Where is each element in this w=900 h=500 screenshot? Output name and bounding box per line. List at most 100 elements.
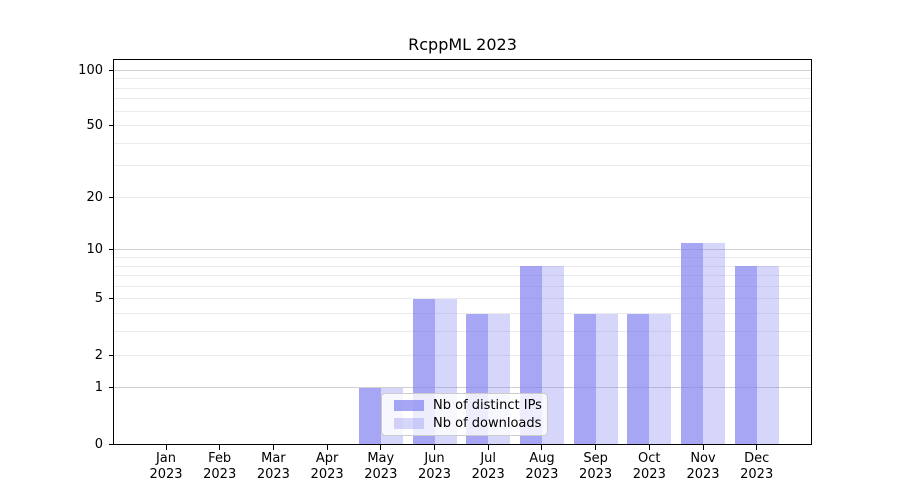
x-tick-label-may-2023: May 2023 [351, 451, 411, 483]
x-tick-month: Jun [424, 451, 445, 466]
x-tick-label-nov-2023: Nov 2023 [673, 451, 733, 483]
x-tick-year: 2023 [310, 467, 344, 482]
gridline-minor-30 [114, 165, 811, 167]
x-tick-label-dec-2023: Dec 2023 [727, 451, 787, 483]
legend: Nb of distinct IPs Nb of downloads [381, 393, 548, 436]
gridline-minor-80 [114, 87, 811, 89]
gridline-minor-50 [114, 125, 811, 127]
x-tick-month: Mar [261, 451, 286, 466]
bar-nb-of-downloads-sep-2023 [595, 313, 618, 444]
x-tick-month: May [367, 451, 395, 466]
y-tick-label-0: 0 [94, 436, 103, 452]
x-tick-apr [326, 445, 328, 450]
x-tick-month: Aug [529, 451, 555, 466]
x-tick-month: Sep [583, 451, 608, 466]
x-tick-month: Dec [744, 451, 770, 466]
x-tick-jun [434, 445, 435, 450]
bar-nb-of-distinct-ips-dec-2023 [734, 266, 757, 444]
x-tick-label-feb-2023: Feb 2023 [190, 451, 250, 483]
x-tick-year: 2023 [149, 467, 183, 482]
x-tick-label-jun-2023: Jun 2023 [405, 451, 465, 483]
x-tick-may [380, 445, 382, 450]
x-tick-nov [702, 445, 704, 450]
bar-nb-of-distinct-ips-may-2023 [358, 387, 381, 444]
y-tick-5 [109, 298, 114, 300]
gridline-minor-2 [114, 354, 811, 356]
x-tick-year: 2023 [203, 467, 237, 482]
gridline-minor-90 [114, 78, 811, 80]
x-tick-label-mar-2023: Mar 2023 [243, 451, 303, 483]
legend-swatch-nb-of-distinct-ips [394, 399, 424, 411]
gridline-minor-70 [114, 98, 811, 100]
y-tick-50 [109, 125, 114, 127]
bar-nb-of-downloads-oct-2023 [649, 313, 672, 444]
y-tick-label-50: 50 [86, 118, 103, 134]
bar-nb-of-downloads-dec-2023 [756, 266, 779, 444]
x-tick-month: Apr [315, 451, 339, 466]
legend-item-nb-of-downloads: Nb of downloads [394, 416, 542, 433]
legend-label-nb-of-distinct-ips: Nb of distinct IPs [433, 397, 542, 413]
y-tick-label-100: 100 [78, 62, 103, 78]
x-tick-year: 2023 [579, 467, 613, 482]
x-tick-jan [165, 445, 167, 450]
y-tick-0 [109, 443, 114, 445]
plot-area: Nb of distinct IPs Nb of downloads [113, 59, 812, 445]
legend-item-nb-of-distinct-ips: Nb of distinct IPs [394, 397, 542, 414]
y-tick-label-10: 10 [86, 242, 103, 258]
x-tick-jul [487, 445, 489, 450]
x-tick-year: 2023 [632, 467, 666, 482]
legend-label-nb-of-downloads: Nb of downloads [433, 416, 542, 432]
x-tick-year: 2023 [256, 467, 290, 482]
gridline-minor-7 [114, 275, 811, 277]
y-tick-10 [109, 249, 114, 251]
bar-nb-of-distinct-ips-nov-2023 [681, 242, 703, 444]
x-tick-label-jul-2023: Jul 2023 [458, 451, 518, 483]
x-tick-year: 2023 [740, 467, 774, 482]
y-tick-label-1: 1 [94, 380, 103, 396]
x-tick-aug [541, 445, 543, 450]
y-tick-2 [109, 354, 114, 356]
x-tick-year: 2023 [686, 467, 720, 482]
y-tick-label-20: 20 [86, 189, 103, 205]
x-tick-year: 2023 [364, 467, 398, 482]
y-tick-label-2: 2 [94, 347, 103, 363]
x-tick-label-aug-2023: Aug 2023 [512, 451, 572, 483]
x-tick-month: Feb [208, 451, 232, 466]
bar-nb-of-downloads-nov-2023 [703, 242, 725, 444]
y-tick-label-5: 5 [94, 291, 103, 307]
x-tick-year: 2023 [525, 467, 559, 482]
x-tick-oct [648, 445, 650, 450]
gridline-major-10 [114, 249, 811, 251]
x-tick-year: 2023 [471, 467, 505, 482]
x-tick-mar [272, 445, 274, 450]
gridline-minor-9 [114, 256, 811, 258]
x-tick-label-oct-2023: Oct 2023 [619, 451, 679, 483]
x-tick-label-jan-2023: Jan 2023 [136, 451, 196, 483]
legend-swatch-nb-of-downloads [394, 418, 424, 430]
x-tick-label-sep-2023: Sep 2023 [566, 451, 626, 483]
chart-title: RcppML 2023 [408, 35, 517, 54]
bar-nb-of-distinct-ips-sep-2023 [573, 313, 596, 444]
y-tick-20 [109, 196, 114, 198]
x-tick-year: 2023 [417, 467, 452, 482]
y-tick-100 [109, 69, 114, 71]
gridline-minor-3 [114, 331, 811, 333]
gridline-major-1 [114, 387, 811, 389]
gridline-minor-40 [114, 142, 811, 144]
bar-nb-of-distinct-ips-oct-2023 [627, 313, 650, 444]
x-tick-label-apr-2023: Apr 2023 [297, 451, 357, 483]
x-tick-dec [756, 445, 758, 450]
gridline-minor-5 [114, 298, 811, 300]
x-tick-month: Oct [638, 451, 661, 466]
gridline-major-100 [114, 69, 811, 71]
gridline-minor-8 [114, 265, 811, 267]
gridline-minor-60 [114, 110, 811, 112]
gridline-minor-20 [114, 196, 811, 198]
gridline-minor-4 [114, 313, 811, 315]
x-tick-month: Jan [155, 451, 177, 466]
x-tick-month: Jul [480, 451, 497, 466]
x-tick-feb [219, 445, 221, 450]
gridline-minor-6 [114, 285, 811, 287]
x-tick-sep [595, 445, 597, 450]
